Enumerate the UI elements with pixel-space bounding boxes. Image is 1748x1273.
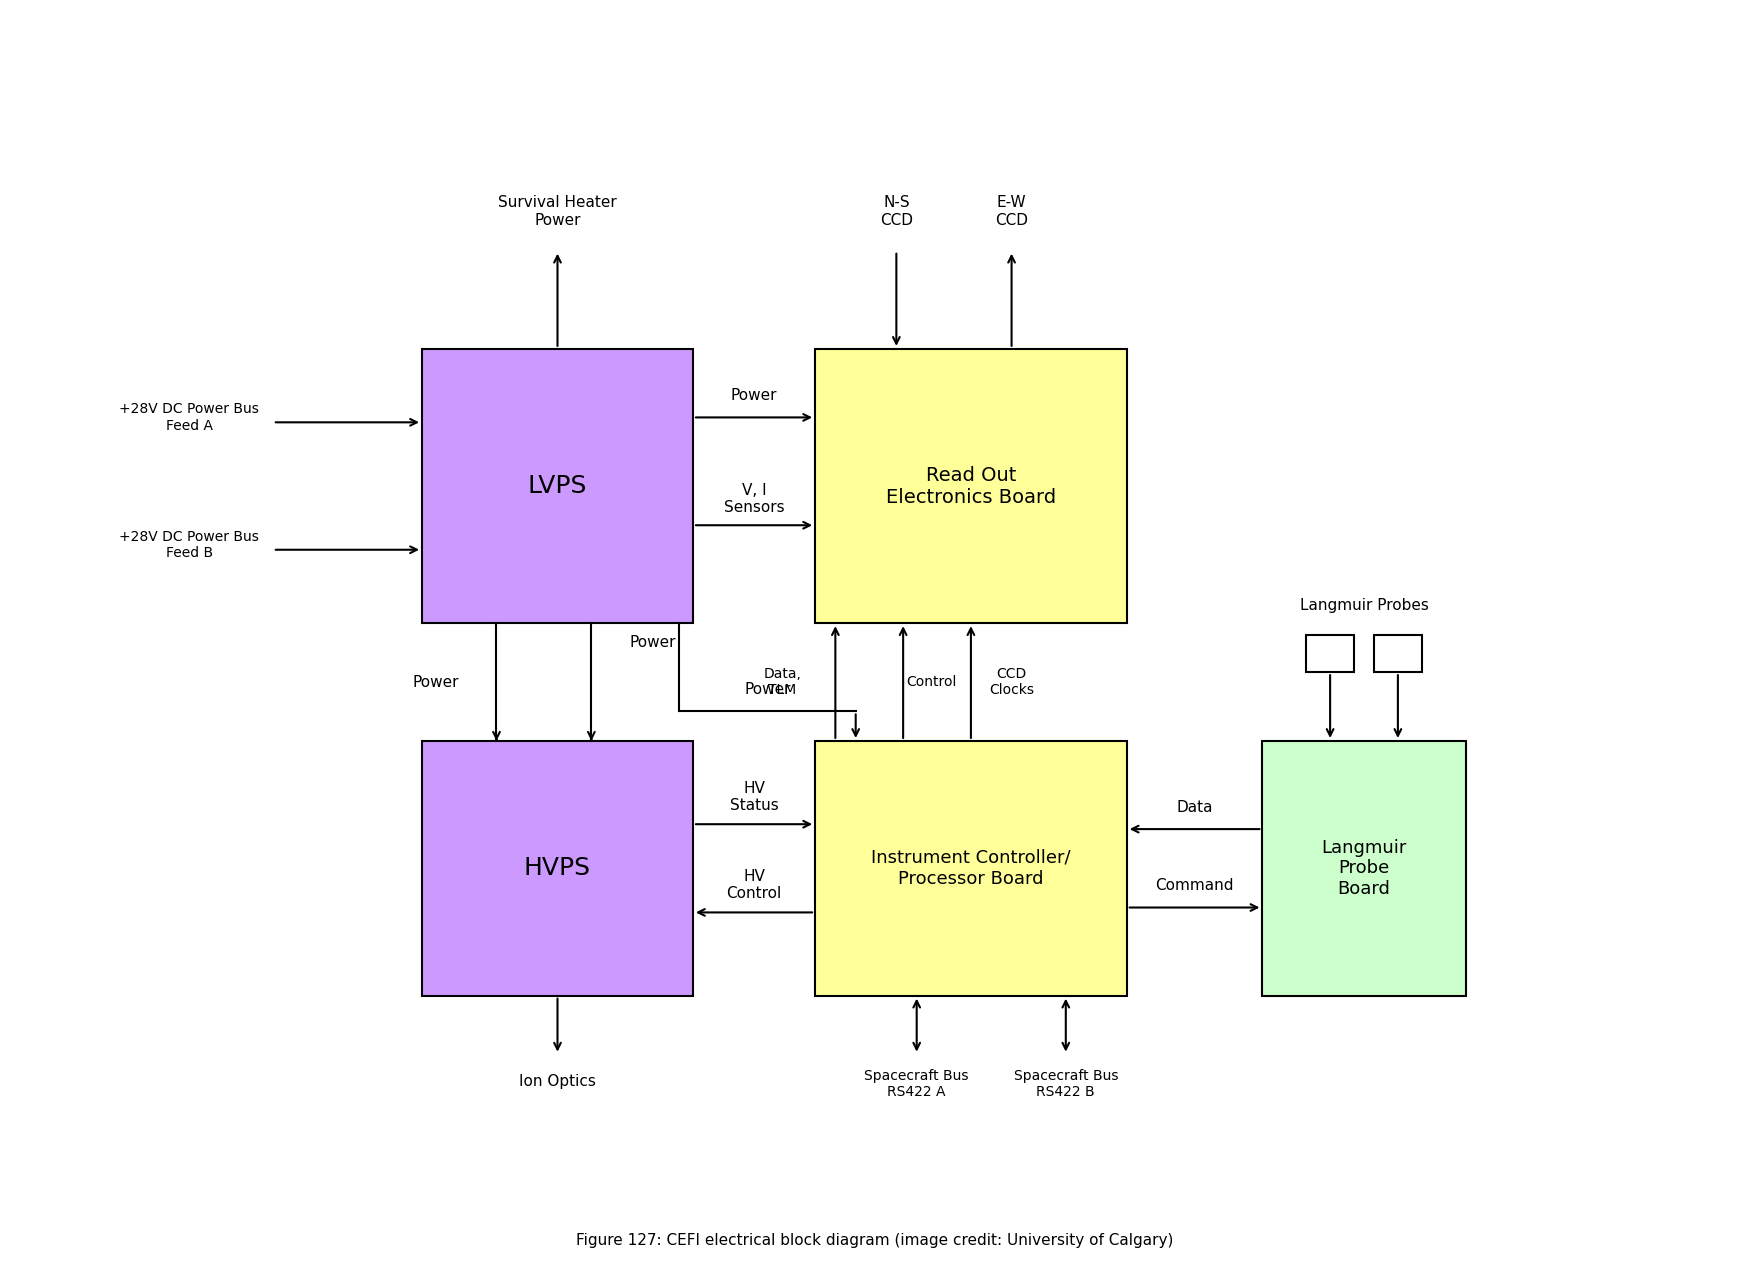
- Text: Data,
TLM: Data, TLM: [764, 667, 801, 698]
- Text: +28V DC Power Bus
Feed B: +28V DC Power Bus Feed B: [119, 530, 259, 560]
- Text: Figure 127: CEFI electrical block diagram (image credit: University of Calgary): Figure 127: CEFI electrical block diagra…: [575, 1232, 1173, 1248]
- Text: Control: Control: [905, 675, 956, 689]
- Bar: [421, 741, 692, 995]
- Text: Spacecraft Bus
RS422 A: Spacecraft Bus RS422 A: [864, 1069, 968, 1099]
- Text: Power: Power: [629, 635, 675, 651]
- Bar: [1306, 635, 1353, 672]
- Bar: [1374, 635, 1421, 672]
- Bar: [815, 349, 1126, 624]
- Bar: [1262, 741, 1465, 995]
- Bar: [421, 349, 692, 624]
- Bar: [815, 741, 1126, 995]
- Text: Langmuir Probes: Langmuir Probes: [1299, 598, 1428, 614]
- Text: Ion Optics: Ion Optics: [519, 1074, 596, 1090]
- Text: V, I
Sensors: V, I Sensors: [724, 482, 783, 516]
- Text: LVPS: LVPS: [528, 474, 587, 498]
- Text: Read Out
Electronics Board: Read Out Electronics Board: [884, 466, 1056, 507]
- Text: HV
Status: HV Status: [729, 780, 778, 813]
- Text: Power: Power: [731, 388, 776, 404]
- Text: E-W
CCD: E-W CCD: [995, 195, 1028, 228]
- Text: Instrument Controller/
Processor Board: Instrument Controller/ Processor Board: [871, 849, 1070, 887]
- Text: Langmuir
Probe
Board: Langmuir Probe Board: [1320, 839, 1405, 899]
- Text: Survival Heater
Power: Survival Heater Power: [498, 195, 617, 228]
- Text: Power: Power: [745, 682, 790, 698]
- Text: N-S
CCD: N-S CCD: [879, 195, 912, 228]
- Text: HVPS: HVPS: [524, 857, 591, 881]
- Text: Data: Data: [1176, 799, 1211, 815]
- Text: CCD
Clocks: CCD Clocks: [989, 667, 1033, 698]
- Text: Command: Command: [1155, 878, 1232, 894]
- Text: HV
Control: HV Control: [725, 868, 781, 901]
- Text: Power: Power: [413, 675, 458, 690]
- Text: +28V DC Power Bus
Feed A: +28V DC Power Bus Feed A: [119, 402, 259, 433]
- Text: Spacecraft Bus
RS422 B: Spacecraft Bus RS422 B: [1014, 1069, 1117, 1099]
